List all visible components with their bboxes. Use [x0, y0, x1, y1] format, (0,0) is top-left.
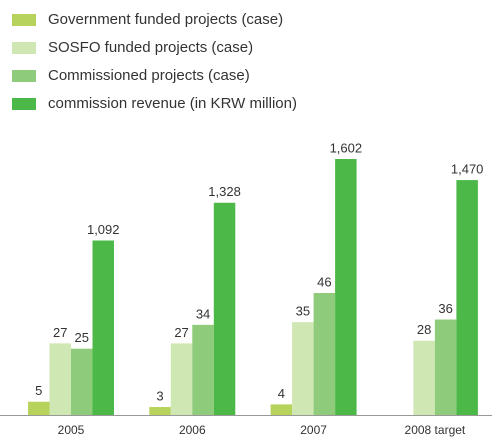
bar: [149, 407, 171, 415]
data-label: 1,092: [87, 222, 120, 237]
data-label: 28: [417, 322, 431, 337]
data-label: 1,328: [208, 184, 241, 199]
bar: [456, 180, 478, 415]
legend-swatch: [12, 98, 36, 110]
bar: [434, 319, 457, 415]
data-label: 3: [156, 388, 163, 403]
data-label: 25: [75, 330, 89, 345]
bar: [192, 324, 214, 415]
data-label: 27: [53, 325, 67, 340]
x-tick-label: 2007: [300, 423, 327, 437]
legend-swatch: [12, 42, 36, 54]
bar: [92, 240, 114, 415]
data-label: 36: [438, 301, 452, 316]
legend-label: Commissioned projects (case): [48, 67, 250, 84]
bar: [213, 202, 236, 415]
bar: [28, 401, 50, 415]
data-label: 1,602: [330, 140, 363, 155]
bar: [335, 159, 357, 415]
bar: [170, 343, 193, 415]
legend-swatch: [12, 14, 36, 26]
legend-swatch: [12, 70, 36, 82]
data-label: 1,470: [451, 162, 484, 177]
legend-label: SOSFO funded projects (case): [48, 39, 253, 56]
data-label: 5: [35, 383, 42, 398]
legend-label: Government funded projects (case): [48, 11, 283, 28]
data-label: 27: [174, 325, 188, 340]
data-label: 35: [296, 304, 310, 319]
data-label: 4: [278, 386, 285, 401]
data-label: 46: [317, 274, 331, 289]
bar: [292, 322, 314, 415]
bar: [270, 404, 293, 415]
bar: [413, 340, 435, 415]
data-label: 34: [196, 306, 210, 321]
x-tick-label: 2008 target: [405, 423, 466, 437]
bar: [49, 343, 71, 415]
bar: [313, 293, 336, 415]
x-tick-label: 2005: [58, 423, 85, 437]
legend-label: commission revenue (in KRW million): [48, 95, 297, 112]
bar: [71, 348, 93, 415]
x-tick-label: 2006: [179, 423, 206, 437]
